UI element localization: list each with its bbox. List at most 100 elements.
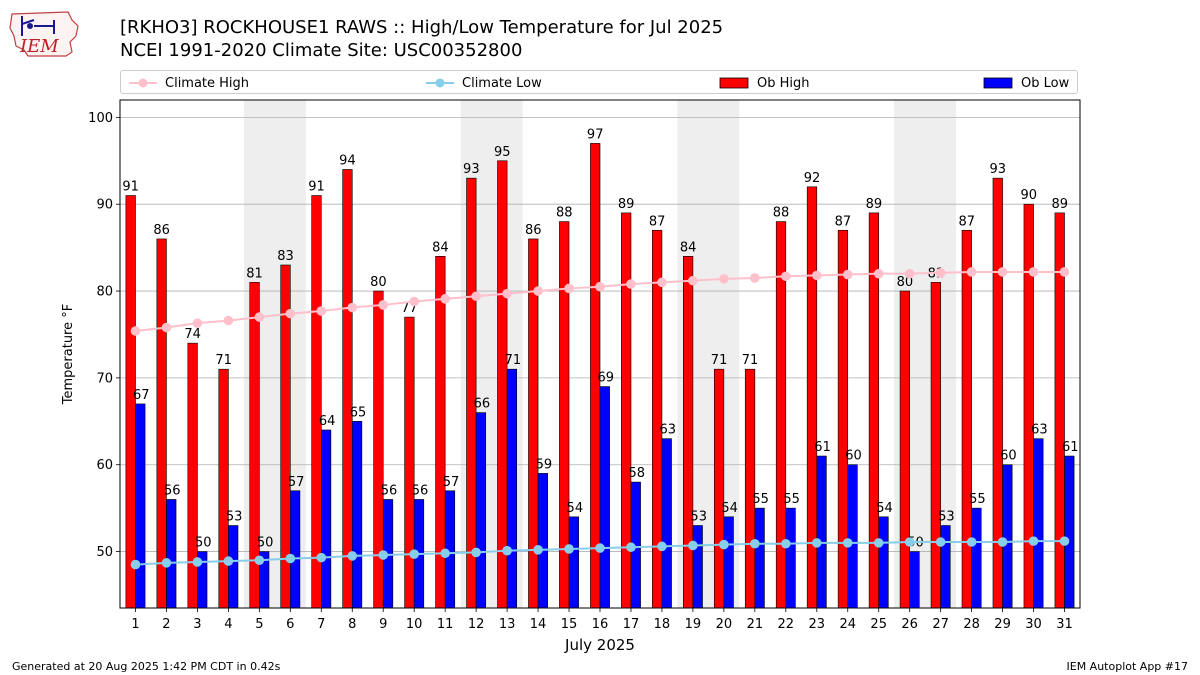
bar-ob-low-8 [351, 420, 363, 609]
x-tick-label-18: 18 [654, 617, 671, 632]
bar-ob-low-28 [971, 507, 982, 609]
x-tick-label-24: 24 [839, 617, 856, 632]
point-climate-high-3 [192, 318, 203, 328]
bar-ob-low-29 [1002, 464, 1013, 609]
x-tick-label-12: 12 [468, 617, 485, 632]
point-climate-low-13 [502, 545, 512, 556]
x-tick-label-27: 27 [932, 617, 949, 632]
bar-ob-high-9 [373, 290, 384, 609]
point-climate-high-10 [409, 296, 419, 307]
point-climate-high-25 [873, 268, 884, 279]
point-climate-low-7 [316, 552, 327, 563]
ob-low-swatch-icon [983, 77, 1013, 89]
label-ob-low-29: 60 [1000, 449, 1017, 464]
point-climate-low-10 [409, 549, 419, 559]
label-ob-low-30: 63 [1031, 423, 1048, 438]
x-tick-label-22: 22 [778, 617, 795, 632]
point-climate-high-15 [564, 283, 574, 294]
label-ob-low-23: 61 [814, 440, 831, 455]
label-ob-high-26: 80 [897, 275, 914, 290]
label-ob-high-13: 95 [494, 145, 511, 160]
point-climate-high-31 [1059, 267, 1070, 277]
bar-ob-high-30 [1023, 203, 1034, 609]
point-climate-low-19 [688, 540, 698, 551]
app-credit: IEM Autoplot App #17 [1066, 660, 1189, 673]
label-ob-high-8: 94 [339, 153, 356, 168]
point-climate-low-18 [657, 541, 667, 552]
legend-label-climate-low: Climate Low [462, 75, 542, 91]
bar-ob-low-13 [506, 368, 517, 609]
point-climate-low-12 [471, 547, 481, 558]
point-climate-high-12 [471, 291, 481, 302]
label-ob-high-28: 87 [959, 214, 976, 229]
bar-ob-high-12 [466, 177, 477, 609]
label-ob-high-12: 93 [463, 162, 480, 177]
bar-ob-high-3 [187, 342, 198, 609]
point-climate-high-28 [966, 267, 977, 277]
legend-climate-high: Climate High [129, 71, 249, 95]
generated-timestamp: Generated at 20 Aug 2025 1:42 PM CDT in … [12, 660, 281, 673]
point-climate-high-30 [1028, 267, 1039, 277]
label-ob-low-22: 55 [783, 492, 800, 507]
point-climate-low-27 [935, 537, 946, 547]
point-climate-high-27 [935, 268, 946, 278]
label-ob-high-30: 90 [1020, 188, 1037, 203]
x-tick-label-4: 4 [224, 617, 232, 632]
bar-ob-low-25 [878, 516, 889, 609]
bar-ob-low-30 [1033, 438, 1044, 609]
temperature-chart: 5060708090100916786567450715381508357916… [61, 99, 1081, 654]
label-ob-high-17: 89 [618, 197, 635, 212]
point-climate-low-2 [161, 558, 172, 568]
chart-subtitle: NCEI 1991-2020 Climate Site: USC00352800 [120, 40, 523, 61]
x-tick-label-7: 7 [317, 617, 325, 632]
bar-ob-high-8 [342, 169, 353, 609]
x-tick-label-31: 31 [1056, 617, 1073, 632]
label-ob-low-12: 66 [474, 397, 491, 412]
bar-ob-low-20 [723, 516, 734, 609]
point-climate-high-19 [688, 275, 698, 286]
label-ob-low-19: 53 [690, 510, 707, 525]
point-climate-high-9 [378, 300, 389, 310]
label-ob-high-16: 97 [587, 127, 604, 142]
bar-ob-low-19 [692, 525, 703, 609]
point-climate-high-5 [254, 312, 265, 322]
label-ob-low-4: 53 [226, 510, 243, 525]
label-ob-low-8: 65 [350, 405, 367, 420]
point-climate-high-22 [781, 271, 791, 282]
point-climate-high-4 [223, 315, 234, 326]
legend-ob-high: Ob High [719, 71, 810, 95]
iem-logo: IEM [8, 6, 82, 60]
legend-label-ob-high: Ob High [757, 75, 810, 91]
point-climate-high-1 [130, 326, 141, 336]
point-climate-low-6 [285, 553, 296, 564]
x-tick-label-6: 6 [286, 617, 294, 632]
label-ob-low-21: 55 [752, 492, 769, 507]
bar-ob-low-21 [754, 507, 765, 609]
label-ob-high-22: 88 [773, 206, 790, 221]
label-ob-low-17: 58 [628, 466, 645, 481]
label-ob-high-7: 91 [308, 180, 325, 195]
x-tick-label-5: 5 [255, 617, 263, 632]
bar-ob-high-27 [930, 282, 941, 609]
x-tick-label-8: 8 [348, 617, 356, 632]
legend-label-ob-low: Ob Low [1021, 75, 1070, 91]
x-tick-label-26: 26 [901, 617, 918, 632]
point-climate-high-11 [440, 294, 450, 304]
bar-ob-low-16 [599, 386, 610, 609]
bar-ob-low-24 [847, 464, 858, 609]
label-ob-low-3: 50 [195, 536, 212, 551]
x-tick-label-19: 19 [685, 617, 702, 632]
label-ob-high-15: 88 [556, 206, 573, 221]
bar-ob-low-2 [166, 499, 177, 609]
point-climate-low-3 [192, 557, 203, 567]
bar-ob-high-7 [311, 195, 322, 609]
point-climate-low-9 [378, 550, 389, 560]
x-tick-label-20: 20 [716, 617, 733, 632]
bar-ob-low-7 [320, 429, 332, 609]
label-ob-low-18: 63 [659, 423, 676, 438]
x-tick-label-23: 23 [809, 617, 826, 632]
y-tick-label-80: 80 [96, 285, 113, 300]
x-tick-label-13: 13 [499, 617, 516, 632]
point-climate-high-18 [657, 277, 667, 288]
label-ob-high-2: 86 [153, 223, 170, 238]
